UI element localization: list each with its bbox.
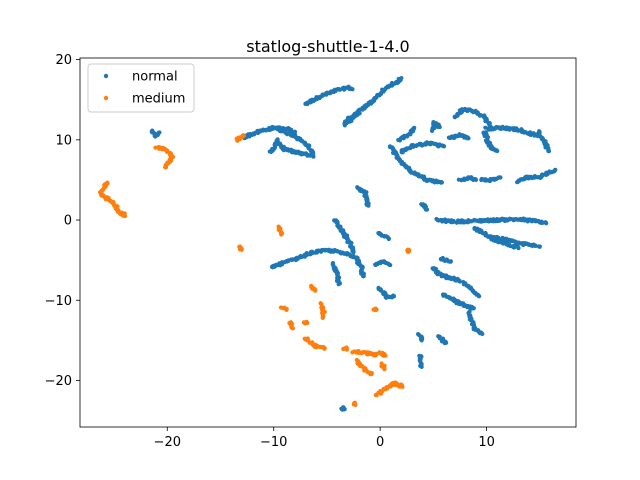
normal-point bbox=[435, 272, 440, 277]
medium-point bbox=[122, 213, 127, 219]
normal-point bbox=[387, 262, 392, 268]
medium-point bbox=[369, 371, 374, 377]
medium-point bbox=[241, 133, 247, 138]
plot-frame bbox=[79, 57, 577, 428]
x-tick-label: −10 bbox=[260, 435, 287, 450]
medium-point bbox=[313, 288, 318, 293]
y-tick-label: 0 bbox=[64, 214, 72, 229]
medium-point bbox=[383, 353, 388, 358]
normal-point bbox=[498, 175, 503, 180]
normal-point bbox=[386, 236, 391, 241]
normal-point bbox=[444, 340, 449, 345]
legend-box bbox=[87, 63, 195, 113]
normal-point bbox=[437, 124, 442, 130]
normal-point bbox=[351, 250, 356, 255]
medium-point bbox=[320, 315, 325, 320]
medium-point bbox=[305, 320, 310, 326]
y-tick-label: −10 bbox=[45, 294, 72, 309]
y-tick-label: −20 bbox=[45, 374, 72, 389]
y-tick-label: 20 bbox=[55, 53, 72, 68]
legend-marker bbox=[103, 73, 109, 79]
normal-point bbox=[336, 282, 341, 287]
normal-point bbox=[273, 140, 278, 146]
axes-layer: −20 −10 0 10 −20 −10 0 10 20 bbox=[45, 53, 577, 450]
normal-point bbox=[544, 221, 549, 226]
normal-point bbox=[419, 364, 424, 369]
legend-marker bbox=[103, 95, 109, 101]
normal-point bbox=[361, 274, 366, 279]
normal-point bbox=[537, 244, 542, 249]
normal-point bbox=[471, 306, 476, 311]
normal-point bbox=[292, 129, 298, 134]
medium-point bbox=[322, 346, 327, 351]
normal-point bbox=[341, 405, 346, 410]
normal-point bbox=[462, 220, 468, 225]
normal-point bbox=[424, 207, 430, 212]
legend: normal medium bbox=[87, 63, 195, 113]
normal-point bbox=[383, 260, 388, 265]
medium-point bbox=[344, 345, 349, 350]
normal-point bbox=[480, 331, 485, 337]
normal-point bbox=[448, 259, 453, 264]
normal-point bbox=[441, 144, 447, 149]
normal-point bbox=[350, 87, 355, 92]
normal-point bbox=[546, 148, 551, 154]
medium-point bbox=[239, 247, 244, 252]
medium-point bbox=[163, 165, 168, 170]
normal-point bbox=[466, 136, 471, 141]
normal-point bbox=[533, 243, 538, 248]
medium-point bbox=[382, 367, 387, 372]
normal-point bbox=[548, 170, 554, 175]
normal-point bbox=[311, 153, 316, 158]
medium-point bbox=[373, 307, 378, 313]
normal-point bbox=[439, 180, 444, 185]
points-layer bbox=[97, 75, 558, 412]
medium-point bbox=[279, 232, 284, 237]
medium-point bbox=[290, 326, 295, 331]
x-tick-label: 0 bbox=[376, 435, 384, 450]
medium-point bbox=[352, 400, 357, 406]
normal-point bbox=[516, 246, 521, 251]
normal-point bbox=[412, 125, 417, 130]
medium-point bbox=[405, 248, 410, 253]
medium-point bbox=[284, 307, 289, 312]
x-tick-label: 10 bbox=[478, 435, 495, 450]
normal-point bbox=[473, 177, 479, 183]
medium-point bbox=[400, 384, 405, 389]
normal-point bbox=[477, 294, 482, 299]
medium-point bbox=[374, 351, 379, 356]
normal-point bbox=[457, 279, 462, 284]
normal-point bbox=[264, 128, 269, 133]
normal-point bbox=[495, 148, 500, 154]
normal-point bbox=[453, 133, 458, 138]
chart-title: statlog-shuttle-1-4.0 bbox=[246, 37, 409, 56]
normal-point bbox=[156, 130, 161, 135]
legend-label: normal bbox=[132, 70, 178, 85]
normal-point bbox=[399, 75, 404, 81]
normal-point bbox=[552, 168, 557, 173]
legend-label: medium bbox=[132, 92, 185, 107]
normal-point bbox=[366, 203, 371, 208]
normal-point bbox=[391, 294, 397, 299]
normal-point bbox=[419, 338, 424, 343]
normal-point bbox=[431, 141, 436, 146]
x-tick-label: −20 bbox=[154, 435, 181, 450]
y-tick-label: 10 bbox=[55, 133, 72, 148]
normal-point bbox=[416, 174, 421, 179]
normal-point bbox=[378, 288, 384, 293]
